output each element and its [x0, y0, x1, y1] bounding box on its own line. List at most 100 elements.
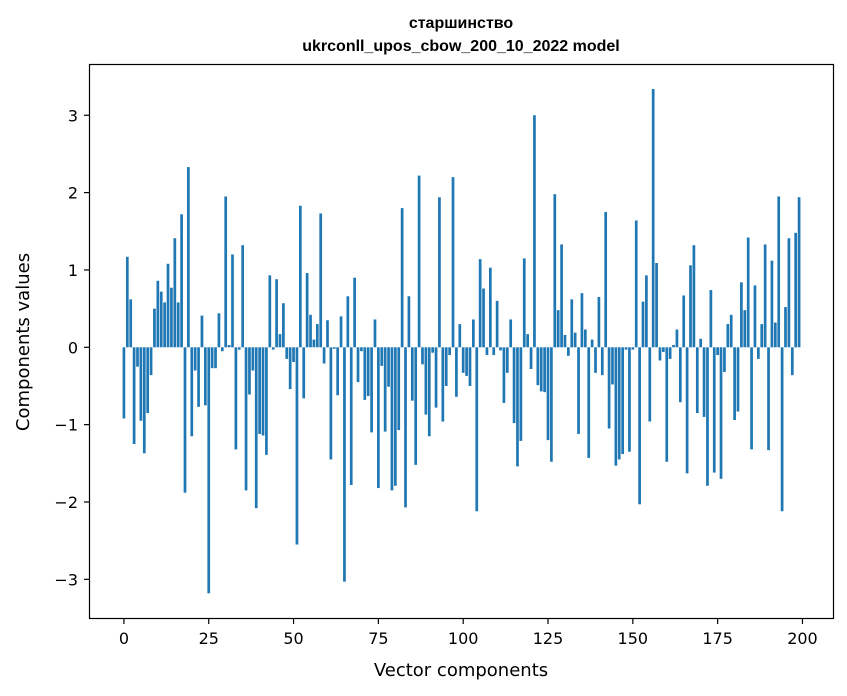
bar — [706, 347, 709, 486]
bar — [631, 347, 635, 350]
bar — [516, 347, 519, 467]
bar — [404, 347, 407, 508]
bar — [417, 175, 421, 348]
bar — [295, 347, 299, 545]
bar — [658, 347, 662, 361]
bar — [607, 347, 611, 429]
bar — [370, 347, 373, 433]
bar — [380, 347, 384, 366]
bar — [139, 347, 143, 421]
bar — [319, 213, 323, 348]
bar — [597, 297, 601, 348]
bar — [197, 347, 200, 407]
bar — [604, 211, 608, 348]
bar — [224, 196, 228, 348]
bar — [485, 347, 489, 356]
bar — [288, 347, 292, 390]
bar — [628, 347, 631, 452]
x-tick-label: 150 — [618, 629, 649, 648]
bar — [573, 332, 577, 348]
bar — [268, 275, 272, 348]
bar — [156, 280, 160, 348]
bar — [153, 308, 156, 348]
bar — [594, 347, 597, 373]
bar — [193, 347, 197, 371]
bar — [146, 347, 150, 414]
bar — [702, 347, 706, 417]
bar — [790, 347, 794, 376]
bar — [784, 307, 787, 348]
bar — [424, 347, 428, 415]
bar — [377, 347, 380, 489]
bar — [770, 260, 774, 348]
bar — [651, 88, 655, 348]
bar — [353, 277, 356, 348]
bar — [556, 310, 560, 348]
bar — [251, 347, 255, 371]
bar — [495, 300, 499, 348]
bar — [740, 282, 743, 348]
bar — [468, 347, 472, 386]
bar — [278, 334, 282, 348]
bar — [492, 347, 496, 356]
bar — [159, 291, 163, 348]
bar — [339, 316, 343, 348]
bar — [190, 347, 194, 437]
bar — [346, 296, 350, 348]
bar — [220, 347, 224, 352]
bar — [336, 347, 340, 396]
bar — [695, 347, 699, 414]
bar — [427, 347, 431, 437]
bar — [187, 167, 190, 348]
bar — [550, 347, 553, 462]
bar — [641, 301, 645, 348]
bar — [621, 347, 625, 455]
x-tick-label: 100 — [448, 629, 479, 648]
bar — [312, 339, 316, 348]
x-tick-label: 25 — [199, 629, 219, 648]
y-tick-label: −2 — [54, 493, 78, 512]
y-axis-label: Components values — [13, 253, 34, 431]
bar — [672, 344, 675, 348]
bar — [383, 347, 387, 432]
bar — [309, 314, 312, 348]
bar — [431, 347, 435, 353]
bar — [692, 245, 696, 348]
y-axis-ticks: −3 −2 −1 0 1 2 3 — [54, 106, 90, 589]
bar — [285, 347, 289, 359]
bar — [329, 347, 333, 460]
bar — [689, 265, 692, 348]
bar — [343, 347, 346, 582]
bar — [553, 194, 557, 348]
bar — [757, 347, 760, 359]
bar — [539, 347, 543, 392]
bar — [393, 347, 397, 486]
bar — [302, 347, 306, 399]
bar — [254, 347, 258, 509]
bar — [414, 347, 418, 465]
x-tick-label: 0 — [119, 629, 129, 648]
y-tick-label: 3 — [68, 106, 78, 125]
x-tick-label: 175 — [702, 629, 733, 648]
bar — [563, 334, 567, 348]
bar — [170, 287, 173, 348]
bar — [797, 197, 801, 348]
bar — [634, 220, 638, 348]
bar — [767, 347, 770, 451]
bar — [560, 244, 563, 348]
bar — [455, 347, 458, 397]
bar — [546, 347, 550, 441]
bar — [750, 347, 753, 450]
bar — [227, 344, 231, 348]
bar — [743, 310, 747, 348]
bar — [536, 347, 540, 386]
bar — [668, 347, 672, 359]
bar — [332, 347, 336, 349]
bar — [753, 285, 757, 348]
bar — [373, 319, 377, 348]
y-tick-label: −1 — [54, 416, 78, 435]
bar — [587, 347, 591, 458]
x-tick-label: 125 — [533, 629, 564, 648]
bar — [726, 324, 730, 348]
bar — [709, 290, 713, 348]
